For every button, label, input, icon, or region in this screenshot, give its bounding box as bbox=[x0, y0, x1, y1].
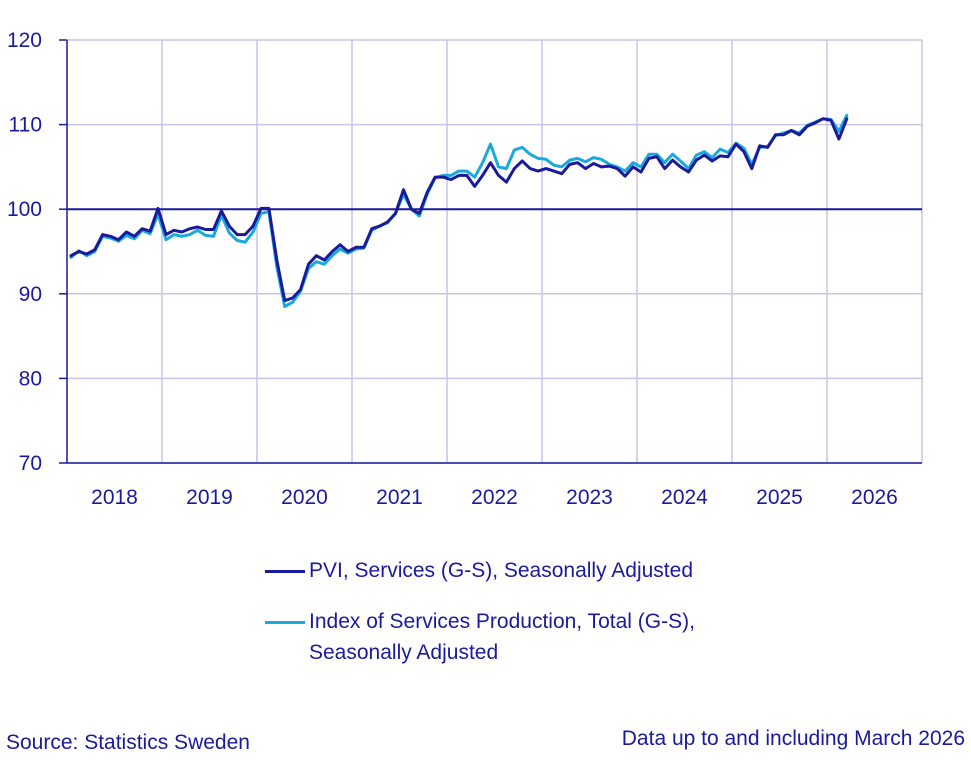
y-tick-label-110: 110 bbox=[9, 114, 42, 137]
y-tick-label-70: 70 bbox=[19, 452, 42, 475]
grid-lines bbox=[67, 39, 923, 464]
legend-item-isp: Index of Services Production, Total (G-S… bbox=[265, 606, 745, 668]
line-chart: 70 80 90 100 110 120 2018 2019 2020 2021 2022 2023… bbox=[7, 29, 923, 509]
x-axis-tick-labels: 2018 2019 2020 2021 2022 2023 2024 2025 2026 bbox=[91, 486, 898, 509]
series-line-0 bbox=[69, 117, 849, 303]
x-tick-label-2020: 2020 bbox=[281, 486, 328, 509]
x-tick-label-2022: 2022 bbox=[471, 486, 518, 509]
series-line-1 bbox=[69, 113, 849, 308]
data-range-note: Data up to and including March 2026 bbox=[621, 727, 965, 750]
legend: PVI, Services (G-S), Seasonally Adjusted… bbox=[265, 555, 745, 688]
source-note: Source: Statistics Sweden bbox=[6, 731, 250, 754]
series-lines bbox=[69, 113, 849, 308]
legend-item-pvi: PVI, Services (G-S), Seasonally Adjusted bbox=[265, 555, 745, 586]
y-tick-label-120: 120 bbox=[7, 29, 42, 52]
x-tick-label-2021: 2021 bbox=[376, 486, 423, 509]
y-axis-tick-labels: 70 80 90 100 110 120 bbox=[7, 29, 42, 475]
legend-swatch-pvi bbox=[265, 570, 305, 573]
x-tick-label-2023: 2023 bbox=[566, 486, 613, 509]
axes bbox=[59, 39, 922, 464]
x-tick-label-2025: 2025 bbox=[756, 486, 803, 509]
legend-label-pvi: PVI, Services (G-S), Seasonally Adjusted bbox=[309, 559, 693, 582]
x-tick-label-2024: 2024 bbox=[661, 486, 708, 509]
legend-swatch-isp bbox=[265, 621, 305, 624]
legend-label-isp: Index of Services Production, Total (G-S… bbox=[309, 610, 695, 664]
x-tick-label-2019: 2019 bbox=[186, 486, 233, 509]
x-tick-label-2018: 2018 bbox=[91, 486, 138, 509]
y-tick-label-80: 80 bbox=[19, 367, 42, 390]
x-tick-label-2026: 2026 bbox=[851, 486, 898, 509]
y-tick-label-100: 100 bbox=[7, 198, 42, 221]
y-tick-label-90: 90 bbox=[19, 283, 42, 306]
